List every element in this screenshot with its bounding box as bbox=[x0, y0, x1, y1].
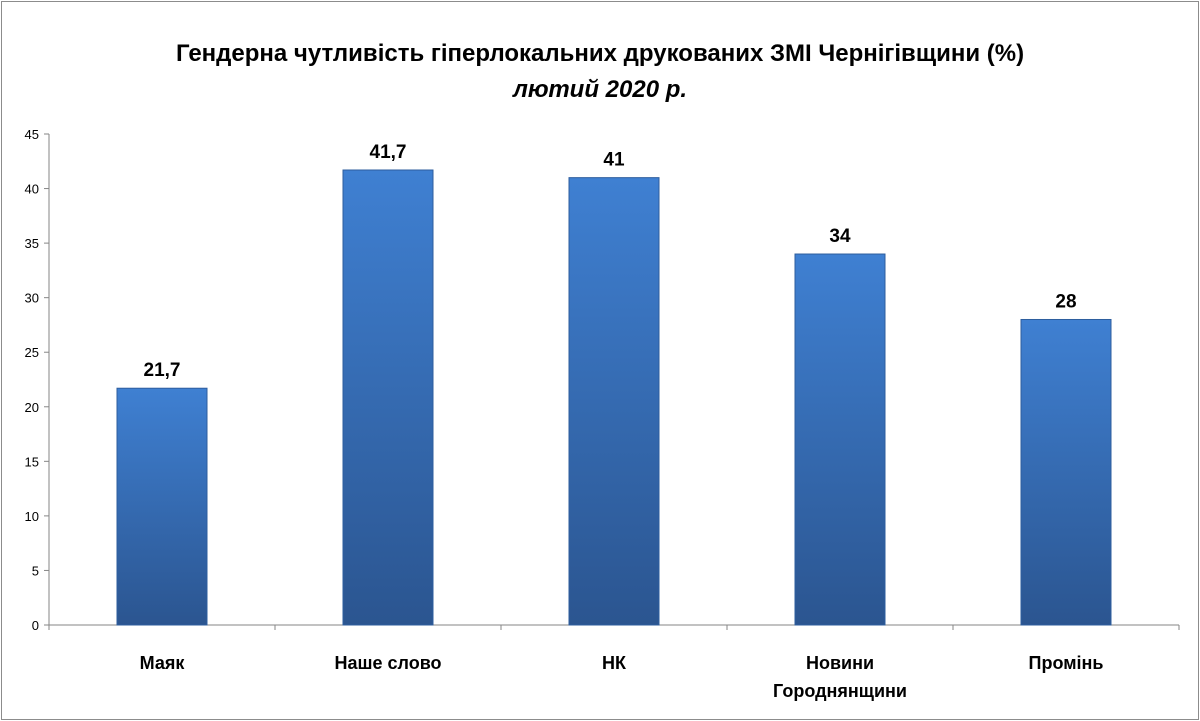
y-tick-label: 25 bbox=[25, 345, 39, 360]
x-category-label: Наше слово bbox=[334, 653, 441, 673]
y-tick-label: 15 bbox=[25, 454, 39, 469]
bar bbox=[794, 253, 886, 626]
y-tick-label: 10 bbox=[25, 509, 39, 524]
bar bbox=[568, 177, 660, 626]
bar bbox=[1020, 318, 1112, 626]
chart-title: Гендерна чутливість гіперлокальних друко… bbox=[175, 40, 1025, 67]
y-tick-label: 45 bbox=[25, 127, 39, 142]
x-category-label: Новини bbox=[806, 653, 874, 673]
x-category-label: Промінь bbox=[1029, 653, 1104, 673]
y-tick-label: 5 bbox=[32, 563, 39, 578]
data-label: 34 bbox=[829, 226, 851, 247]
x-category-label: Городнянщини bbox=[773, 681, 907, 701]
chart-subtitle: лютий 2020 р. bbox=[512, 76, 688, 103]
data-label: 41 bbox=[603, 150, 625, 171]
y-tick-label: 40 bbox=[25, 182, 39, 197]
y-tick-label: 0 bbox=[32, 618, 39, 633]
y-tick-label: 30 bbox=[25, 291, 39, 306]
y-tick-label: 35 bbox=[25, 236, 39, 251]
x-category-label: Маяк bbox=[140, 653, 186, 673]
bar bbox=[342, 169, 434, 626]
data-label: 21,7 bbox=[144, 360, 181, 381]
y-tick-label: 20 bbox=[25, 400, 39, 415]
x-category-label: НК bbox=[602, 653, 627, 673]
data-label: 41,7 bbox=[370, 142, 407, 163]
data-label: 28 bbox=[1055, 291, 1076, 312]
bar bbox=[116, 387, 208, 626]
